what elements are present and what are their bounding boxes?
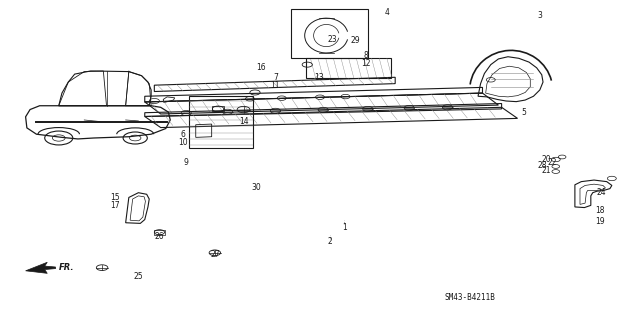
- Text: 14: 14: [239, 117, 248, 126]
- Text: 20: 20: [541, 155, 551, 164]
- Text: 29: 29: [350, 36, 360, 45]
- Text: 17: 17: [110, 201, 120, 210]
- Text: SM43-B4211B: SM43-B4211B: [444, 293, 495, 302]
- Text: 11: 11: [271, 81, 280, 90]
- Text: 4: 4: [385, 8, 389, 17]
- Text: 30: 30: [252, 183, 261, 192]
- Text: 7: 7: [273, 73, 278, 82]
- Text: 26: 26: [155, 233, 164, 241]
- Text: 28: 28: [537, 161, 547, 170]
- Text: 24: 24: [597, 188, 607, 197]
- Bar: [212, 106, 225, 111]
- Text: 27: 27: [210, 250, 220, 259]
- Polygon shape: [26, 262, 56, 273]
- Text: 16: 16: [257, 63, 266, 72]
- Bar: [154, 230, 164, 235]
- Text: 22: 22: [548, 158, 557, 167]
- Text: 10: 10: [178, 137, 188, 147]
- Text: 3: 3: [538, 11, 542, 20]
- Text: 6: 6: [180, 130, 186, 139]
- Text: 8: 8: [364, 51, 368, 60]
- Text: 23: 23: [328, 35, 337, 44]
- Text: 19: 19: [596, 217, 605, 226]
- Text: 2: 2: [327, 237, 332, 246]
- Text: 5: 5: [522, 108, 526, 116]
- Text: FR.: FR.: [59, 263, 74, 272]
- Text: 13: 13: [314, 73, 324, 82]
- Text: 25: 25: [134, 272, 143, 281]
- Text: 1: 1: [342, 223, 347, 232]
- Text: 9: 9: [184, 158, 189, 167]
- Text: 18: 18: [596, 206, 605, 215]
- Text: 15: 15: [110, 193, 120, 202]
- Text: 21: 21: [541, 166, 551, 175]
- Text: 12: 12: [361, 59, 371, 68]
